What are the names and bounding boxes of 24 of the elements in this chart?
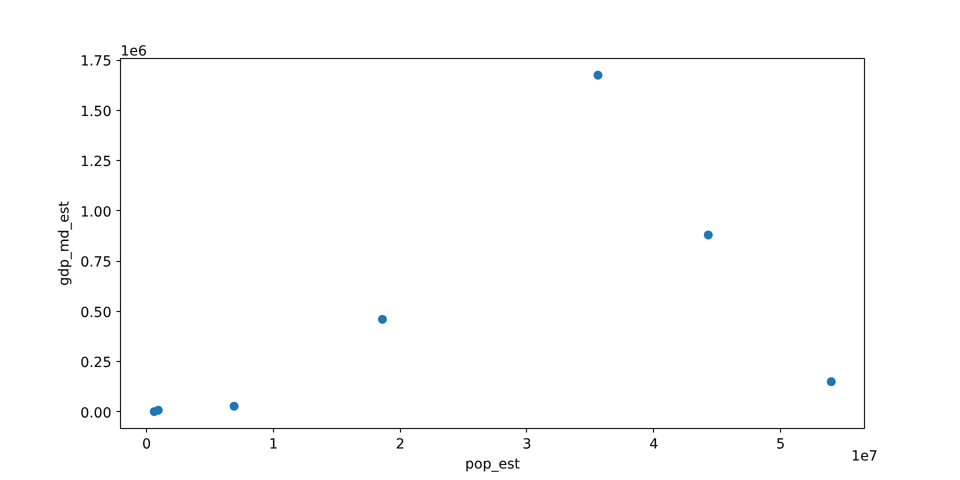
y-tick-label: 0.75	[80, 254, 112, 271]
x-axis-title: pop_est	[465, 456, 520, 472]
y-tick-label: 0.00	[80, 405, 112, 422]
x-tick-label: 0	[142, 436, 152, 452]
annotation: 1e6	[120, 44, 148, 60]
point	[826, 377, 836, 386]
y-tick-label: 1.25	[80, 154, 112, 170]
point	[378, 314, 387, 324]
y-tick-label: 1.50	[80, 104, 112, 120]
point	[230, 402, 239, 411]
x-tick-label: 1	[268, 436, 278, 452]
y-tick-label: 0.50	[80, 304, 112, 321]
point	[593, 70, 602, 80]
x-tick-label: 2	[396, 436, 405, 452]
point	[154, 406, 163, 415]
y-tick-label: 1.00	[80, 204, 112, 220]
y-axis-title: gdp_md_est	[56, 200, 72, 286]
x-tick-label: 3	[522, 436, 532, 452]
text: 1e7	[851, 448, 878, 464]
x-tick-label: 5	[776, 436, 786, 452]
y-tick-label: 0.25	[80, 355, 112, 372]
x-tick-label: 4	[649, 436, 658, 452]
point	[704, 230, 713, 240]
y-tick-label: 1.75	[80, 54, 112, 70]
